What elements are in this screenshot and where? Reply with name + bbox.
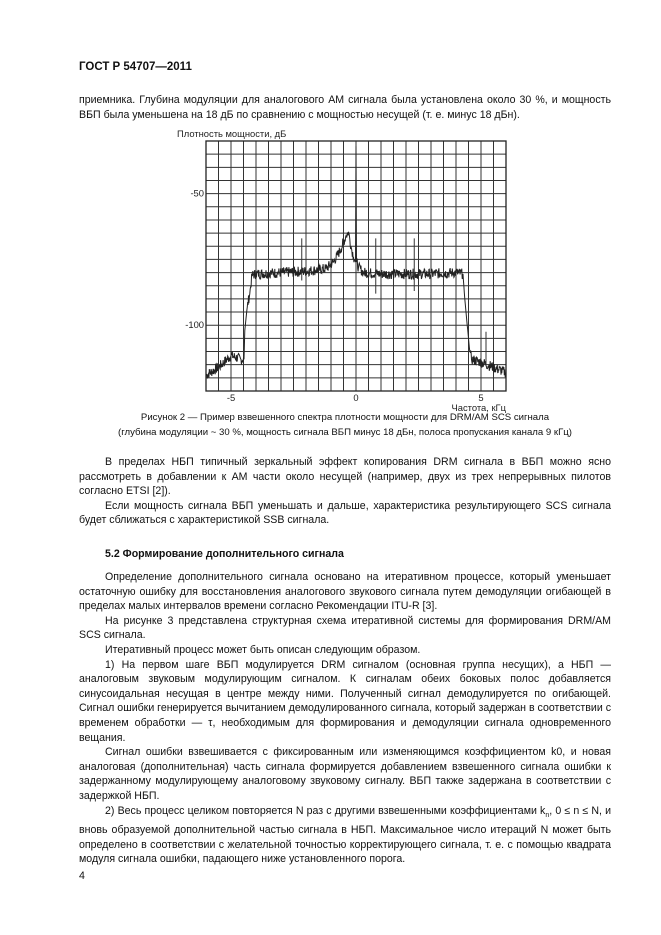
paragraph: Определение дополнительного сигнала осно… [79,571,611,613]
paragraph-text: , 0 ≤ n ≤ N, и вновь образуемой дополнит… [79,804,611,866]
section-heading: 5.2 Формирование дополнительного сигнала [105,548,344,560]
y-axis-label: Плотность мощности, дБ [177,128,286,139]
paragraph: Итеративный процесс может быть описан сл… [105,643,421,656]
paragraphs-a: В пределах НБП типичный зеркальный эффек… [79,455,611,528]
y-tick-label: -50 [190,188,204,199]
chart-marks [205,146,507,379]
document-header: ГОСТ Р 54707—2011 [79,61,192,73]
chart-grid [205,140,507,392]
intro-paragraph: приемника. Глубина модуляции для аналого… [79,93,611,122]
spectrum-chart: Плотность мощности, дБ -5 0 5-50-100 Часто… [177,128,507,413]
paragraphs-b: Определение дополнительного сигнала осно… [79,570,611,867]
paragraph: В пределах НБП типичный зеркальный эффек… [79,456,611,498]
caption-line-1: Рисунок 2 — Пример взвешенного спектра п… [140,412,550,423]
x-axis-label: Частота, кГц [451,402,506,413]
spectrum-trace [205,146,507,379]
paragraph: приемника. Глубина модуляции для аналого… [79,94,611,121]
figure-caption: Рисунок 2 — Пример взвешенного спектра п… [79,411,611,440]
y-tick-label: -100 [185,319,204,330]
paragraph: Если мощность сигнала ВБП уменьшать и да… [79,499,611,527]
x-tick-label: -5 [227,392,235,403]
page-number: 4 [79,870,85,882]
x-tick-label: 5 [478,392,483,403]
paragraph-2: 2) Весь процесс целиком повторяется N ра… [79,804,611,867]
chart-ticks: -5 0 5-50-100 [185,188,483,403]
x-tick-label: 0 [353,392,358,403]
plot-frame [205,140,507,392]
paragraph: 1) На первом шаге ВБП модулируется DRM с… [79,658,611,744]
caption-line-2: (глубина модуляции ~ 30 %, мощность сигн… [118,426,572,438]
paragraph: На рисунке 3 представлена структурная сх… [79,614,611,642]
subscript: n [545,811,550,819]
paragraph: Сигнал ошибки взвешивается с фиксированн… [79,746,611,802]
paragraph-text: 2) Весь процесс целиком повторяется N ра… [105,804,546,817]
